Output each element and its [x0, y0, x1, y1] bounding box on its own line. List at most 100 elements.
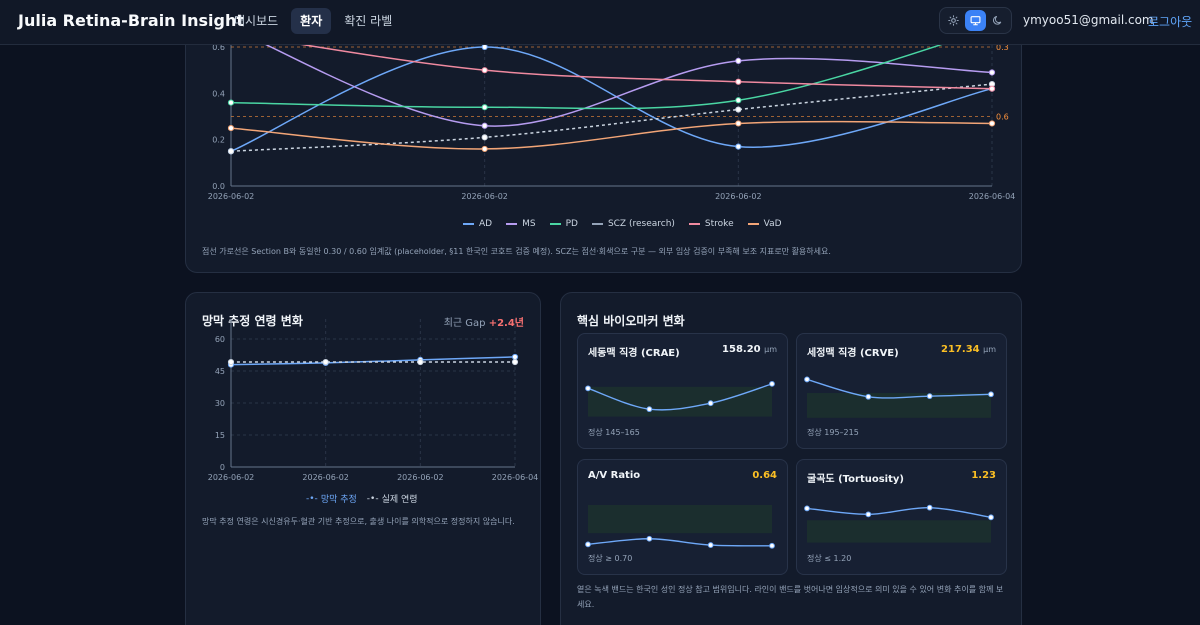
biomarker-number: 158.20	[722, 344, 761, 355]
data-point	[769, 380, 775, 387]
x-tick-label: 2026-06-02	[208, 192, 255, 201]
nav-patients[interactable]: 환자	[291, 8, 332, 34]
biomarker-reference: 정상 145–165	[588, 428, 640, 437]
legend-item-ms[interactable]: MS	[506, 219, 536, 229]
x-tick-label: 2026-06-02	[715, 192, 762, 201]
main-nav: 대시보드 환자 확진 라벨	[225, 8, 401, 34]
age-legend: -•- 망막 추정 -•- 실제 연령	[306, 492, 418, 506]
legend-swatch	[688, 223, 700, 225]
legend-item-actual-age[interactable]: -•- 실제 연령	[367, 492, 418, 506]
light-theme-button[interactable]	[943, 10, 964, 31]
data-point	[735, 120, 742, 127]
biomarker-number: 1.23	[971, 470, 996, 481]
series-line	[230, 46, 993, 152]
x-tick-label: 2026-06-02	[302, 473, 349, 482]
system-theme-button[interactable]	[964, 10, 986, 31]
top-bar: Julia Retina-Brain Insight 대시보드 환자 확진 라벨…	[0, 0, 1200, 45]
sparkline	[587, 538, 773, 547]
data-point	[988, 69, 996, 76]
biomarker-name: 세동맥 직경 (CRAE)	[588, 348, 680, 359]
gap-value: +2.4년	[488, 318, 524, 329]
legend-item-scz[interactable]: SCZ (research)	[591, 219, 675, 229]
threshold-label: 0.3	[996, 43, 1009, 52]
nav-confirmed-labels[interactable]: 확진 라벨	[344, 14, 393, 28]
data-point	[865, 511, 872, 518]
data-point	[481, 43, 488, 51]
x-tick-label: 2026-06-02	[397, 473, 444, 482]
threshold-label: 0.6	[996, 113, 1009, 122]
app-title[interactable]: Julia Retina-Brain Insight	[18, 11, 244, 30]
biomarker-reference: 정상 ≥ 0.70	[588, 554, 633, 563]
biomarkers-note: 옅은 녹색 밴드는 한국인 성인 정상 참고 범위입니다. 라인이 밴드를 벗어…	[577, 585, 1004, 609]
data-point	[988, 120, 996, 127]
x-tick-label: 2026-06-02	[461, 192, 508, 201]
theme-toggle	[939, 7, 1012, 34]
data-point	[481, 145, 488, 153]
nav-dashboard[interactable]: 대시보드	[234, 14, 279, 28]
risk-legend: AD MS PD SCZ (research) Stroke VaD	[463, 219, 782, 229]
retinal-age-title: 망막 추정 연령 변화	[202, 314, 303, 328]
biomarker-number: 0.64	[752, 470, 777, 481]
x-tick-label: 2026-06-02	[208, 473, 255, 482]
series-line	[230, 120, 993, 150]
data-point	[707, 542, 714, 548]
logout-link[interactable]: 로그아웃	[1148, 15, 1193, 29]
data-point	[417, 358, 424, 366]
legend-swatch	[463, 223, 474, 225]
y-tick-label: 0.2	[212, 136, 225, 145]
crve-sparkline	[804, 376, 994, 418]
legend-label: MS	[522, 219, 536, 229]
data-point	[804, 376, 810, 383]
data-point	[769, 542, 775, 549]
normal-range-band	[588, 386, 772, 417]
data-point	[585, 541, 591, 548]
retinal-age-chart: 0 15 30 45 60 2026-06-02 2026-06-02 2026-06-02 2…	[208, 319, 538, 482]
legend-swatch	[747, 223, 759, 225]
biomarker-value: 217.34 µm	[941, 344, 996, 355]
legend-label: 실제 연령	[381, 495, 418, 505]
y-tick-label: 15	[215, 431, 225, 440]
legend-item-pd[interactable]: PD	[549, 219, 578, 229]
y-tick-label: 45	[215, 367, 225, 376]
data-point	[926, 393, 933, 400]
biomarker-unit: µm	[983, 345, 996, 354]
biomarker-card-crae[interactable]: 세동맥 직경 (CRAE) 158.20 µm 정상 145–165	[577, 333, 788, 449]
biomarkers-card: 핵심 바이오마커 변화 세동맥 직경 (CRAE) 158.20 µm 정상 1…	[560, 292, 1022, 625]
dark-theme-button[interactable]	[987, 10, 1008, 31]
legend-label: 망막 추정	[320, 495, 357, 505]
legend-item-stroke[interactable]: Stroke	[688, 219, 734, 229]
y-tick-label: 0.4	[212, 89, 225, 98]
retinal-age-card: 망막 추정 연령 변화 최근 Gap +2.4년 0 15 30 45 60 2026-0…	[185, 292, 541, 625]
data-point	[481, 104, 488, 111]
data-point	[926, 504, 933, 511]
data-point	[227, 124, 235, 132]
data-point	[322, 358, 329, 366]
legend-label: AD	[479, 219, 493, 229]
biomarker-value: 1.23	[971, 470, 996, 481]
risk-trend-chart: 0.0 0.2 0.4 0.6 2026-06-02 2026-06-02 2026-06-…	[208, 27, 1015, 201]
normal-range-band	[807, 393, 991, 418]
biomarker-name: 굴곡도 (Tortuosity)	[807, 474, 904, 485]
moon-icon	[992, 15, 1001, 25]
data-point	[988, 514, 994, 521]
sparkline	[587, 383, 773, 411]
biomarker-name: A/V Ratio	[588, 470, 641, 481]
legend-item-ad[interactable]: AD	[463, 219, 492, 229]
av-ratio-sparkline	[585, 505, 775, 549]
legend-label: VaD	[763, 219, 782, 229]
legend-item-retinal-age[interactable]: -•- 망막 추정	[306, 492, 357, 506]
legend-item-vad[interactable]: VaD	[747, 219, 782, 229]
data-point	[865, 393, 872, 400]
data-point	[585, 385, 591, 392]
data-point	[227, 99, 235, 106]
biomarker-card-tortuosity[interactable]: 굴곡도 (Tortuosity) 1.23 정상 ≤ 1.20	[796, 459, 1007, 575]
legend-swatch	[506, 223, 518, 225]
biomarkers-title: 핵심 바이오마커 변화	[577, 314, 685, 328]
series-line	[230, 356, 516, 366]
gap-label: 최근 Gap	[443, 318, 486, 329]
biomarker-card-crve[interactable]: 세정맥 직경 (CRVE) 217.34 µm 정상 195–215	[796, 333, 1007, 449]
sun-icon	[948, 15, 960, 26]
data-point	[988, 391, 994, 398]
biomarker-card-av-ratio[interactable]: A/V Ratio 0.64 정상 ≥ 0.70	[577, 459, 788, 575]
recent-gap: 최근 Gap +2.4년	[444, 314, 524, 329]
